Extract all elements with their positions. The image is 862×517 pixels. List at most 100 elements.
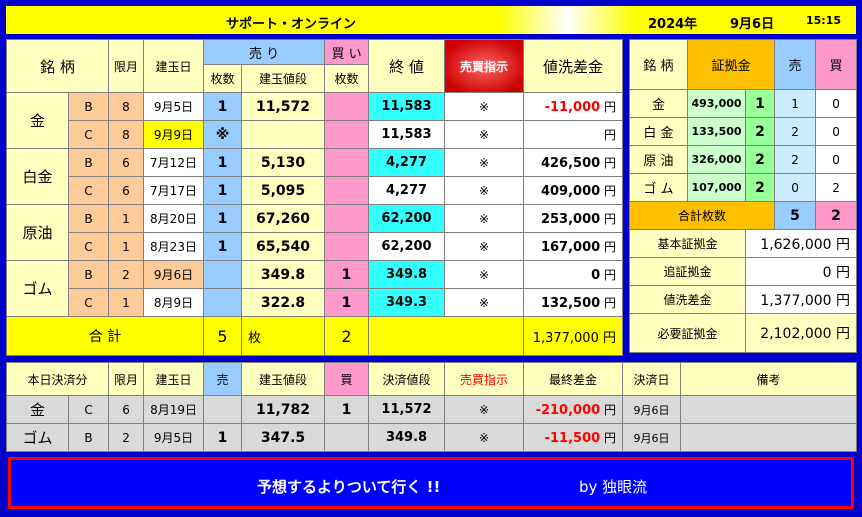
margin-amount: 326,000 [687, 145, 746, 174]
margin-header-name: 銘 柄 [629, 39, 688, 90]
table-row: C 1 8月9日 322.8 1 349.3 ※ 132,500 円 [7, 288, 624, 317]
row-order: ※ [444, 92, 525, 121]
row-buy-count [324, 148, 370, 177]
summary-row: 追証拠金 0 円 [629, 257, 858, 286]
row-type: B [68, 92, 109, 121]
margin-buy: 0 [815, 117, 858, 146]
header-price: 建玉値段 [240, 64, 326, 93]
row-type: B [68, 148, 109, 177]
row-open-date: 9月6日 [143, 260, 204, 289]
settled-type: B [67, 423, 110, 452]
row-price: 65,540 [240, 232, 326, 261]
table-row: C 8 9月9日 ※ 11,583 ※ 円 [7, 120, 624, 149]
settled-settle-price: 11,572 [368, 395, 446, 424]
order-instruction-button[interactable]: 売買指示 [444, 39, 525, 93]
row-open-date: 9月5日 [143, 92, 204, 121]
total-sell-count: 5 [203, 316, 242, 356]
margin-amount: 493,000 [687, 89, 746, 118]
summary-label: 基本証拠金 [629, 229, 746, 258]
slogan-banner: 予想するよりついて行く !! by 独眼流 [8, 457, 854, 509]
row-month: 1 [108, 204, 144, 233]
header-buy-count: 枚数 [324, 64, 370, 93]
margin-row: 白 金 133,500 2 2 0 [629, 117, 858, 146]
total-count-label: 合計枚数 [628, 201, 776, 230]
header-buy: 買 い [324, 39, 370, 65]
row-order: ※ [444, 148, 525, 177]
margin-name: ゴ ム [629, 173, 688, 202]
row-buy-count [324, 120, 370, 149]
margin-buy: 2 [815, 173, 858, 202]
summary-value: 2,102,000 円 [744, 313, 858, 353]
settled-date: 9月5日 [143, 423, 205, 452]
slogan-text: 予想するよりついて行く !! [257, 478, 441, 496]
row-close: 62,200 [368, 232, 446, 261]
header-open-date: 建玉日 [143, 39, 204, 93]
row-open-date: 8月9日 [143, 288, 204, 317]
row-month: 8 [108, 92, 144, 121]
header-sell: 売 り [202, 39, 326, 65]
total-count-sell: 5 [774, 201, 817, 230]
margin-buy: 0 [815, 89, 858, 118]
settled-buy: 1 [324, 395, 370, 424]
table-row: 金 B 8 9月5日 1 11,572 11,583 ※ -11,000 円 [6, 92, 624, 149]
row-price: 349.8 [240, 260, 326, 289]
margin-name: 原 油 [629, 145, 688, 174]
commodity-name: 白金 [6, 148, 69, 205]
row-open-date: 8月20日 [143, 204, 204, 233]
settled-order: ※ [444, 423, 525, 452]
row-type: C [68, 176, 109, 205]
settled-header-month: 限月 [108, 362, 145, 396]
margin-sell: 1 [774, 89, 817, 118]
row-close: 11,583 [368, 92, 446, 121]
settled-note [680, 423, 858, 452]
margin-name: 白 金 [629, 117, 688, 146]
row-order: ※ [444, 232, 525, 261]
total-count-buy: 2 [815, 201, 858, 230]
row-buy-count: 1 [324, 260, 370, 289]
settled-header-price: 建玉値段 [241, 362, 326, 396]
app-title: サポート・オンライン [226, 17, 357, 32]
table-row: 原油 B 1 8月20日 1 67,260 62,200 ※ 253,000 円 [6, 204, 624, 261]
settled-row: ゴム B 2 9月5日 1 347.5 349.8 ※ -11,500 円 9月6日 [6, 423, 858, 452]
row-buy-count: 1 [324, 288, 370, 317]
commodity-name: 金 [6, 92, 69, 149]
row-diff: 167,000 円 [523, 232, 624, 261]
row-diff: 253,000 円 [523, 204, 624, 233]
margin-multiplier: 2 [744, 117, 776, 146]
table-row: ゴム B 2 9月6日 349.8 1 349.8 ※ 0 円 [6, 260, 624, 317]
settled-row: 金 C 6 8月19日 11,782 1 11,572 ※ -210,000 円 9月6日 [6, 395, 858, 424]
settled-price: 11,782 [241, 395, 326, 424]
settled-header-buy: 買 [324, 362, 370, 396]
settled-header-note: 備考 [680, 362, 858, 396]
row-type: C [68, 232, 109, 261]
row-order: ※ [444, 120, 525, 149]
row-month: 6 [108, 148, 144, 177]
margin-sell: 0 [774, 173, 817, 202]
row-close: 11,583 [368, 120, 446, 149]
time-label: 15:15 [806, 14, 842, 27]
row-price [240, 120, 326, 149]
margin-name: 金 [629, 89, 688, 118]
row-diff: 409,000 円 [523, 176, 624, 205]
summary-value: 0 円 [744, 257, 858, 286]
row-month: 1 [108, 288, 144, 317]
settled-date: 8月19日 [143, 395, 205, 424]
row-buy-count [324, 176, 370, 205]
settled-header-settle-date: 決済日 [622, 362, 682, 396]
settled-name: ゴム [6, 423, 69, 452]
settled-header-date: 建玉日 [143, 362, 205, 396]
row-type: C [68, 288, 109, 317]
year-label: 2024年 [648, 17, 698, 32]
settled-header-sell: 売 [203, 362, 243, 396]
margin-header-deposit: 証拠金 [686, 39, 776, 90]
margin-amount: 133,500 [687, 117, 746, 146]
margin-multiplier: 2 [744, 145, 776, 174]
settled-table: 本日決済分 限月 建玉日 売 建玉値段 買 決済値段 売買指示 最終差金 決済日… [5, 362, 858, 452]
row-buy-count [324, 92, 370, 121]
row-diff: -11,000 円 [523, 92, 624, 121]
row-price: 5,095 [240, 176, 326, 205]
row-month: 2 [108, 260, 144, 289]
margin-row: 金 493,000 1 1 0 [629, 89, 858, 118]
row-diff: 426,500 円 [523, 148, 624, 177]
